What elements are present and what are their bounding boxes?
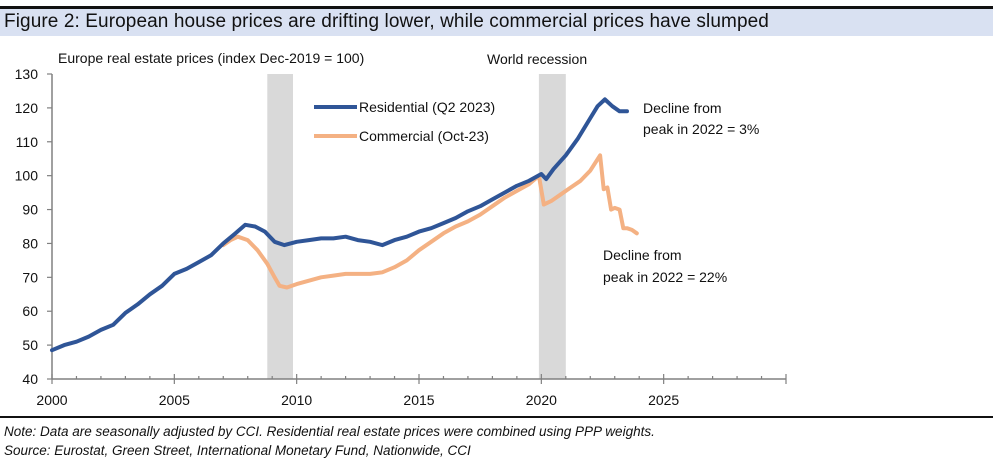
chart-title: Europe real estate prices (index Dec-201… bbox=[58, 50, 364, 66]
recession-label: World recession bbox=[487, 51, 587, 67]
x-tick-label: 2005 bbox=[159, 392, 190, 408]
x-tick-label: 2010 bbox=[281, 392, 312, 408]
recession-band-0 bbox=[267, 74, 293, 379]
y-tick-label: 40 bbox=[22, 371, 38, 387]
series-line-commercial bbox=[221, 153, 639, 290]
annotation-commercial: Decline from peak in 2022 = 22% bbox=[603, 247, 727, 285]
recession-bands bbox=[267, 74, 566, 379]
y-tick-label: 110 bbox=[16, 134, 39, 150]
legend-label-residential: Residential (Q2 2023) bbox=[359, 99, 495, 115]
y-tick-label: 80 bbox=[22, 235, 38, 251]
y-tick-label: 70 bbox=[22, 269, 38, 285]
bottom-rule bbox=[0, 416, 993, 418]
x-tick-label: 2020 bbox=[526, 392, 557, 408]
annotation-residential: Decline from peak in 2022 = 3% bbox=[643, 100, 759, 137]
x-tick-label: 2000 bbox=[36, 392, 67, 408]
y-tick-label: 100 bbox=[15, 168, 39, 184]
annotation-commercial-line2: peak in 2022 = 22% bbox=[603, 269, 727, 285]
recession-band-1 bbox=[538, 74, 566, 379]
figure-source: Source: Eurostat, Green Street, Internat… bbox=[4, 443, 471, 458]
top-rule bbox=[0, 6, 993, 9]
y-tick-label: 90 bbox=[22, 202, 38, 218]
series-line-residential bbox=[50, 97, 629, 353]
x-tick-label: 2015 bbox=[403, 392, 434, 408]
figure-note: Note: Data are seasonally adjusted by CC… bbox=[4, 424, 655, 439]
legend-label-commercial: Commercial (Oct-23) bbox=[359, 128, 489, 144]
y-tick-label: 60 bbox=[22, 303, 38, 319]
figure-title: Figure 2: European house prices are drif… bbox=[4, 11, 769, 32]
title-bar bbox=[0, 9, 993, 36]
y-tick-label: 120 bbox=[15, 100, 39, 116]
y-tick-label: 50 bbox=[22, 337, 38, 353]
annotation-residential-line2: peak in 2022 = 3% bbox=[643, 121, 759, 137]
axes: 40 50 60 70 80 90 100 110 120 130 2000 2005 2010 2015… bbox=[15, 66, 787, 408]
y-tick-label: 130 bbox=[15, 66, 39, 82]
annotation-residential-line1: Decline from bbox=[643, 100, 722, 116]
x-tick-label: 2025 bbox=[648, 392, 679, 408]
series-lines bbox=[50, 97, 639, 353]
legend: Residential (Q2 2023) Commercial (Oct-23… bbox=[314, 99, 495, 144]
annotation-commercial-line1: Decline from bbox=[603, 247, 682, 263]
